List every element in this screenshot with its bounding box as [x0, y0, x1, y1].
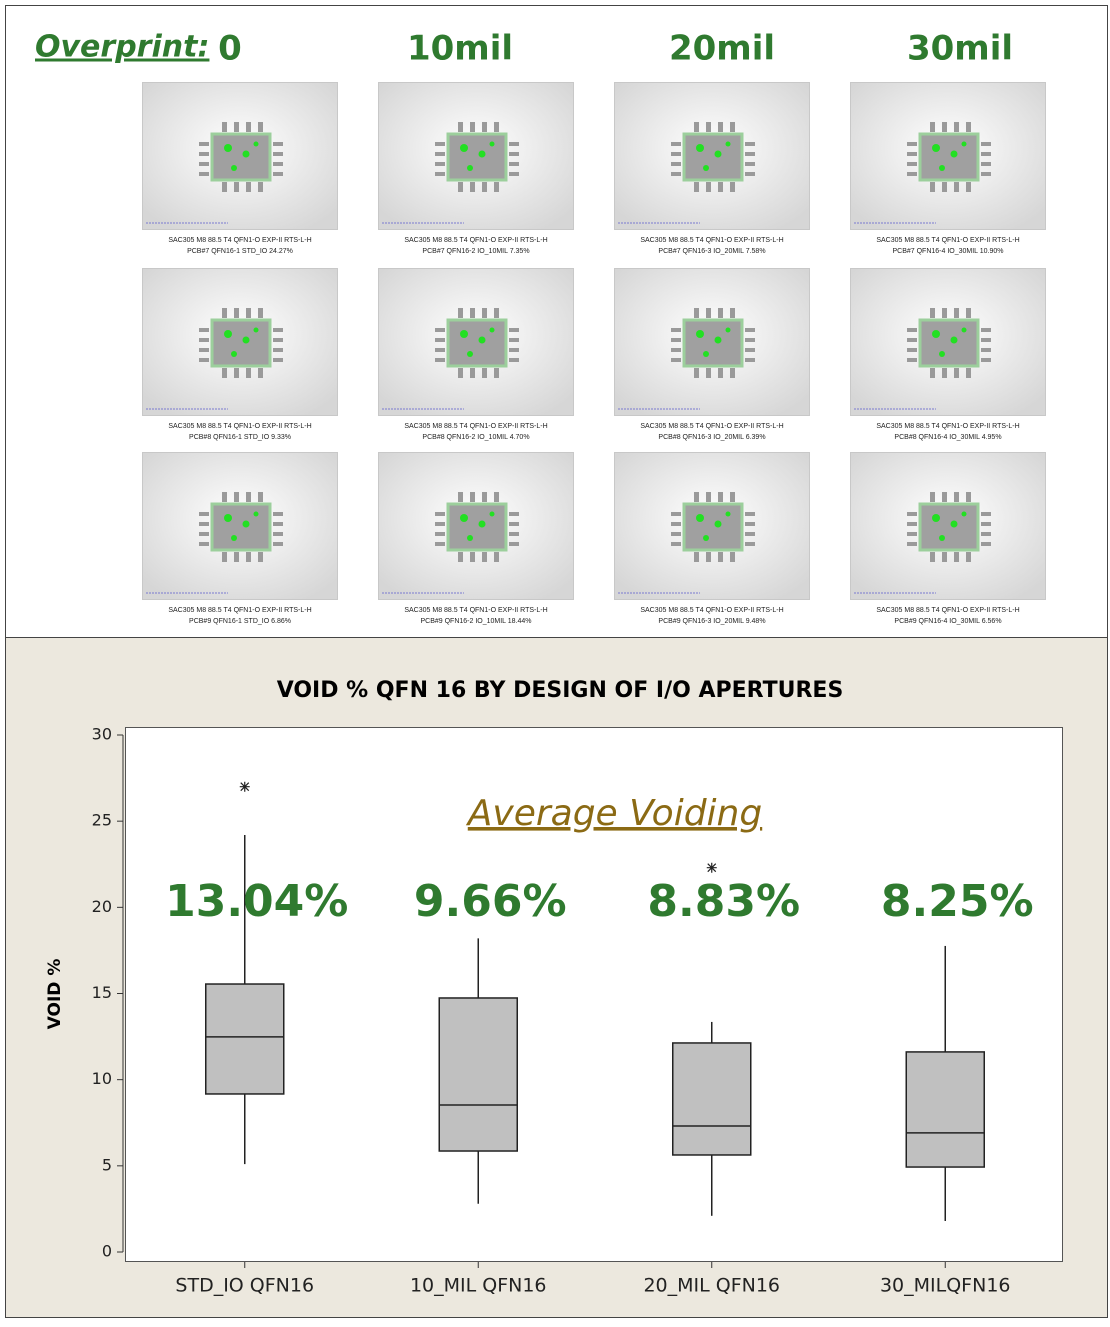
x-tick-label: 20_MIL QFN16: [643, 1275, 780, 1297]
xray-image: [615, 453, 810, 600]
overprint-value: 10mil: [407, 29, 513, 69]
y-tick-label: 30: [92, 725, 112, 744]
y-tick-label: 25: [92, 811, 112, 830]
average-label: 8.25%: [881, 876, 1034, 927]
overprint-value: 20mil: [669, 29, 775, 69]
xray-image: [143, 453, 338, 600]
image-caption: PCB#9 QFN16-4 IO_30MIL 6.56%: [894, 618, 1001, 625]
image-caption: SAC305 M8 88.5 T4 QFN1-O EXP-II RTS-L-H: [876, 607, 1019, 614]
x-tick-label: STD_IO QFN16: [175, 1275, 314, 1297]
outlier: [240, 782, 250, 792]
y-tick-label: 5: [102, 1155, 112, 1174]
xray-image: [143, 269, 338, 416]
xray-image: [615, 83, 810, 230]
image-caption: SAC305 M8 88.5 T4 QFN1-O EXP-II RTS-L-H: [404, 237, 547, 244]
image-caption: SAC305 M8 88.5 T4 QFN1-O EXP-II RTS-L-H: [404, 607, 547, 614]
image-caption: SAC305 M8 88.5 T4 QFN1-O EXP-II RTS-L-H: [640, 237, 783, 244]
box: [206, 984, 284, 1094]
image-caption: PCB#8 QFN16-2 IO_10MIL 4.70%: [422, 434, 529, 441]
y-tick-label: 20: [92, 897, 112, 916]
image-caption: PCB#9 QFN16-1 STD_IO 6.86%: [189, 618, 291, 625]
image-caption: SAC305 M8 88.5 T4 QFN1-O EXP-II RTS-L-H: [168, 237, 311, 244]
image-caption: PCB#7 QFN16-3 IO_20MIL 7.58%: [658, 248, 765, 255]
average-label: 13.04%: [165, 876, 348, 927]
image-caption: PCB#7 QFN16-4 IO_30MIL 10.90%: [892, 248, 1003, 255]
overprint-value: 0: [218, 29, 242, 69]
box: [673, 1043, 751, 1155]
x-tick-label: 30_MILQFN16: [880, 1275, 1011, 1297]
image-caption: SAC305 M8 88.5 T4 QFN1-O EXP-II RTS-L-H: [876, 423, 1019, 430]
box: [906, 1052, 984, 1167]
xray-image: [379, 453, 574, 600]
image-caption: PCB#7 QFN16-1 STD_IO 24.27%: [187, 248, 293, 255]
xray-image: [143, 83, 338, 230]
xray-image: [851, 269, 1046, 416]
annotation: Average Voiding: [466, 793, 762, 834]
image-caption: PCB#9 QFN16-3 IO_20MIL 9.48%: [658, 618, 765, 625]
y-tick-label: 10: [92, 1069, 112, 1088]
image-caption: SAC305 M8 88.5 T4 QFN1-O EXP-II RTS-L-H: [168, 607, 311, 614]
box: [439, 998, 517, 1151]
xray-image: [851, 83, 1046, 230]
image-caption: SAC305 M8 88.5 T4 QFN1-O EXP-II RTS-L-H: [404, 423, 547, 430]
y-axis-title: VOID %: [45, 959, 65, 1030]
xray-image: [615, 269, 810, 416]
image-caption: PCB#8 QFN16-3 IO_20MIL 6.39%: [658, 434, 765, 441]
chart-title: VOID % QFN 16 BY DESIGN OF I/O APERTURES: [277, 678, 844, 703]
image-caption: SAC305 M8 88.5 T4 QFN1-O EXP-II RTS-L-H: [168, 423, 311, 430]
overprint-label: Overprint:: [35, 30, 209, 65]
image-caption: PCB#7 QFN16-2 IO_10MIL 7.35%: [422, 248, 529, 255]
image-caption: PCB#8 QFN16-1 STD_IO 9.33%: [189, 434, 291, 441]
image-caption: PCB#8 QFN16-4 IO_30MIL 4.95%: [894, 434, 1001, 441]
y-tick-label: 15: [92, 983, 112, 1002]
y-tick-label: 0: [102, 1242, 112, 1261]
average-label: 9.66%: [414, 876, 567, 927]
image-caption: SAC305 M8 88.5 T4 QFN1-O EXP-II RTS-L-H: [640, 607, 783, 614]
x-tick-label: 10_MIL QFN16: [410, 1275, 547, 1297]
xray-image: [379, 83, 574, 230]
image-caption: PCB#9 QFN16-2 IO_10MIL 18.44%: [420, 618, 531, 625]
overprint-value: 30mil: [907, 29, 1013, 69]
page: Overprint: VOID % QFN 16 BY DESIGN OF I/…: [0, 0, 1110, 1323]
average-label: 8.83%: [647, 876, 800, 927]
image-caption: SAC305 M8 88.5 T4 QFN1-O EXP-II RTS-L-H: [876, 237, 1019, 244]
outlier: [707, 863, 717, 873]
image-caption: SAC305 M8 88.5 T4 QFN1-O EXP-II RTS-L-H: [640, 423, 783, 430]
xray-image: [851, 453, 1046, 600]
xray-image: [379, 269, 574, 416]
